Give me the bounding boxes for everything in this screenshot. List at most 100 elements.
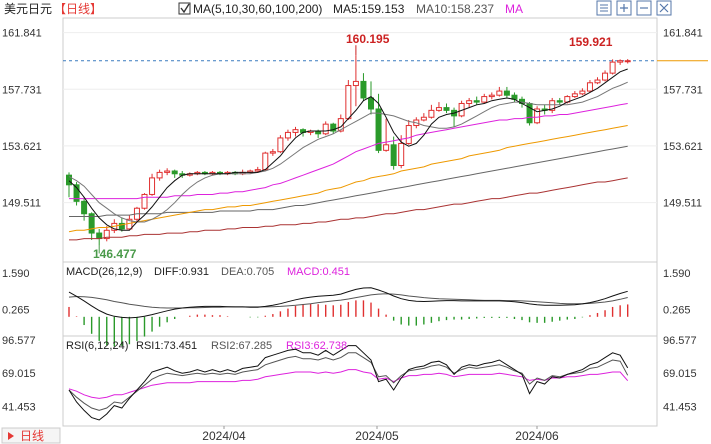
diff-line	[68, 287, 628, 319]
price-tick-right: 153.621	[663, 141, 703, 153]
ma30-line	[69, 103, 628, 200]
candle-body	[556, 100, 563, 103]
candle-body	[81, 200, 88, 215]
candle-body	[586, 82, 593, 92]
candle-body	[466, 100, 473, 104]
candle-body	[549, 100, 556, 111]
ma-extra-label: MA	[505, 2, 523, 16]
candle-body	[443, 107, 450, 111]
macd-tick-right: 0.265	[663, 305, 691, 317]
candle-body	[118, 222, 125, 230]
candle-body	[579, 90, 586, 95]
rsi-panel	[62, 335, 658, 427]
macd-label: MACD(26,12,9)	[66, 266, 142, 278]
candle-body	[277, 137, 284, 153]
rsi2-line	[68, 352, 629, 411]
period-button[interactable]: 日线	[1, 427, 61, 444]
grid-icon[interactable]	[596, 0, 612, 16]
candle-body	[103, 229, 110, 240]
candle-body	[609, 61, 616, 74]
candle-body	[488, 94, 495, 98]
annotation-high-1: 160.195	[346, 32, 390, 46]
header-bar	[0, 0, 711, 18]
period-button-label: 日线	[20, 429, 44, 443]
x-axis-label: 2024/05	[355, 429, 399, 443]
price-tick-left: 157.731	[2, 84, 42, 96]
macd-macd-value: MACD:0.451	[287, 266, 350, 278]
zoom-in-icon[interactable]	[616, 0, 632, 16]
rsi1-line	[68, 345, 629, 421]
ma5-line	[68, 68, 628, 231]
price-tick-right: 157.731	[663, 84, 703, 96]
x-axis-label: 2024/06	[515, 429, 559, 443]
rsi1-value: RSI1:73.451	[136, 340, 197, 352]
rsi-tick-left: 96.577	[2, 335, 36, 347]
candle-body	[73, 184, 80, 202]
candle-body	[368, 97, 374, 110]
candle-body	[66, 174, 72, 186]
zoom-out-icon[interactable]	[636, 0, 652, 16]
candle-body	[330, 123, 337, 132]
candle-body	[345, 85, 352, 120]
settings-icon[interactable]	[656, 0, 672, 16]
ma-params-label: MA(5,10,30,60,100,200)	[193, 2, 322, 16]
candle-body	[617, 60, 624, 63]
price-panel	[62, 17, 658, 263]
candle-body	[254, 169, 261, 172]
candle-body	[352, 80, 359, 87]
candle-body	[141, 193, 148, 209]
candle-body	[503, 90, 510, 96]
candle-body	[473, 100, 480, 103]
period-label[interactable]: 【日线】	[54, 2, 102, 16]
rsi-label: RSI(6,12,24)	[66, 340, 128, 352]
rsi2-value: RSI2:67.285	[211, 340, 272, 352]
price-tick-left: 149.511	[2, 198, 41, 210]
rsi-tick-left: 69.015	[2, 368, 36, 380]
ma60-line	[68, 125, 628, 233]
candle-body	[322, 123, 329, 135]
candle-body	[481, 96, 488, 103]
rsi-tick-right: 41.453	[663, 401, 697, 413]
candle-body	[360, 80, 367, 99]
candle-body	[398, 142, 405, 167]
annotation-low: 146.477	[93, 247, 137, 261]
annotation-high-2: 159.921	[569, 35, 613, 49]
rsi-tick-left: 41.453	[2, 401, 36, 413]
price-tick-left: 161.841	[2, 28, 42, 40]
price-tick-right: 161.841	[663, 28, 703, 40]
dea-line	[68, 293, 628, 309]
candle-body	[624, 60, 631, 63]
candle-body	[269, 151, 276, 154]
candle-body	[420, 116, 427, 121]
rsi3-value: RSI3:62.738	[286, 340, 347, 352]
candle-body	[156, 171, 163, 179]
candle-body	[405, 125, 412, 144]
candle-body	[435, 107, 442, 111]
ma-checkbox[interactable]	[178, 2, 191, 15]
macd-tick-left: 0.265	[2, 305, 30, 317]
rsi-tick-right: 69.015	[663, 368, 697, 380]
candle-body	[262, 152, 269, 171]
candle-body	[602, 72, 609, 81]
ma10-line	[68, 81, 628, 223]
symbol-label: 美元日元	[4, 2, 52, 16]
candle-body	[149, 177, 156, 195]
candle-body	[390, 144, 397, 167]
candle-body	[96, 232, 103, 240]
candle-body	[284, 131, 291, 139]
candle-body	[496, 90, 503, 96]
ma200-line	[69, 177, 628, 241]
candle-body	[88, 213, 95, 234]
ma10-value: MA10:158.237	[416, 2, 494, 16]
price-tick-left: 153.621	[2, 141, 42, 153]
candle-body	[292, 129, 299, 133]
macd-diff-value: DIFF:0.931	[154, 266, 209, 278]
candle-body	[375, 108, 382, 151]
x-axis-label: 2024/04	[202, 429, 246, 443]
candle-body	[594, 79, 601, 84]
candle-body	[164, 170, 171, 173]
rsi-tick-right: 96.577	[663, 335, 697, 347]
period-arrow-icon	[8, 432, 14, 440]
macd-tick-left: 1.590	[2, 268, 30, 280]
